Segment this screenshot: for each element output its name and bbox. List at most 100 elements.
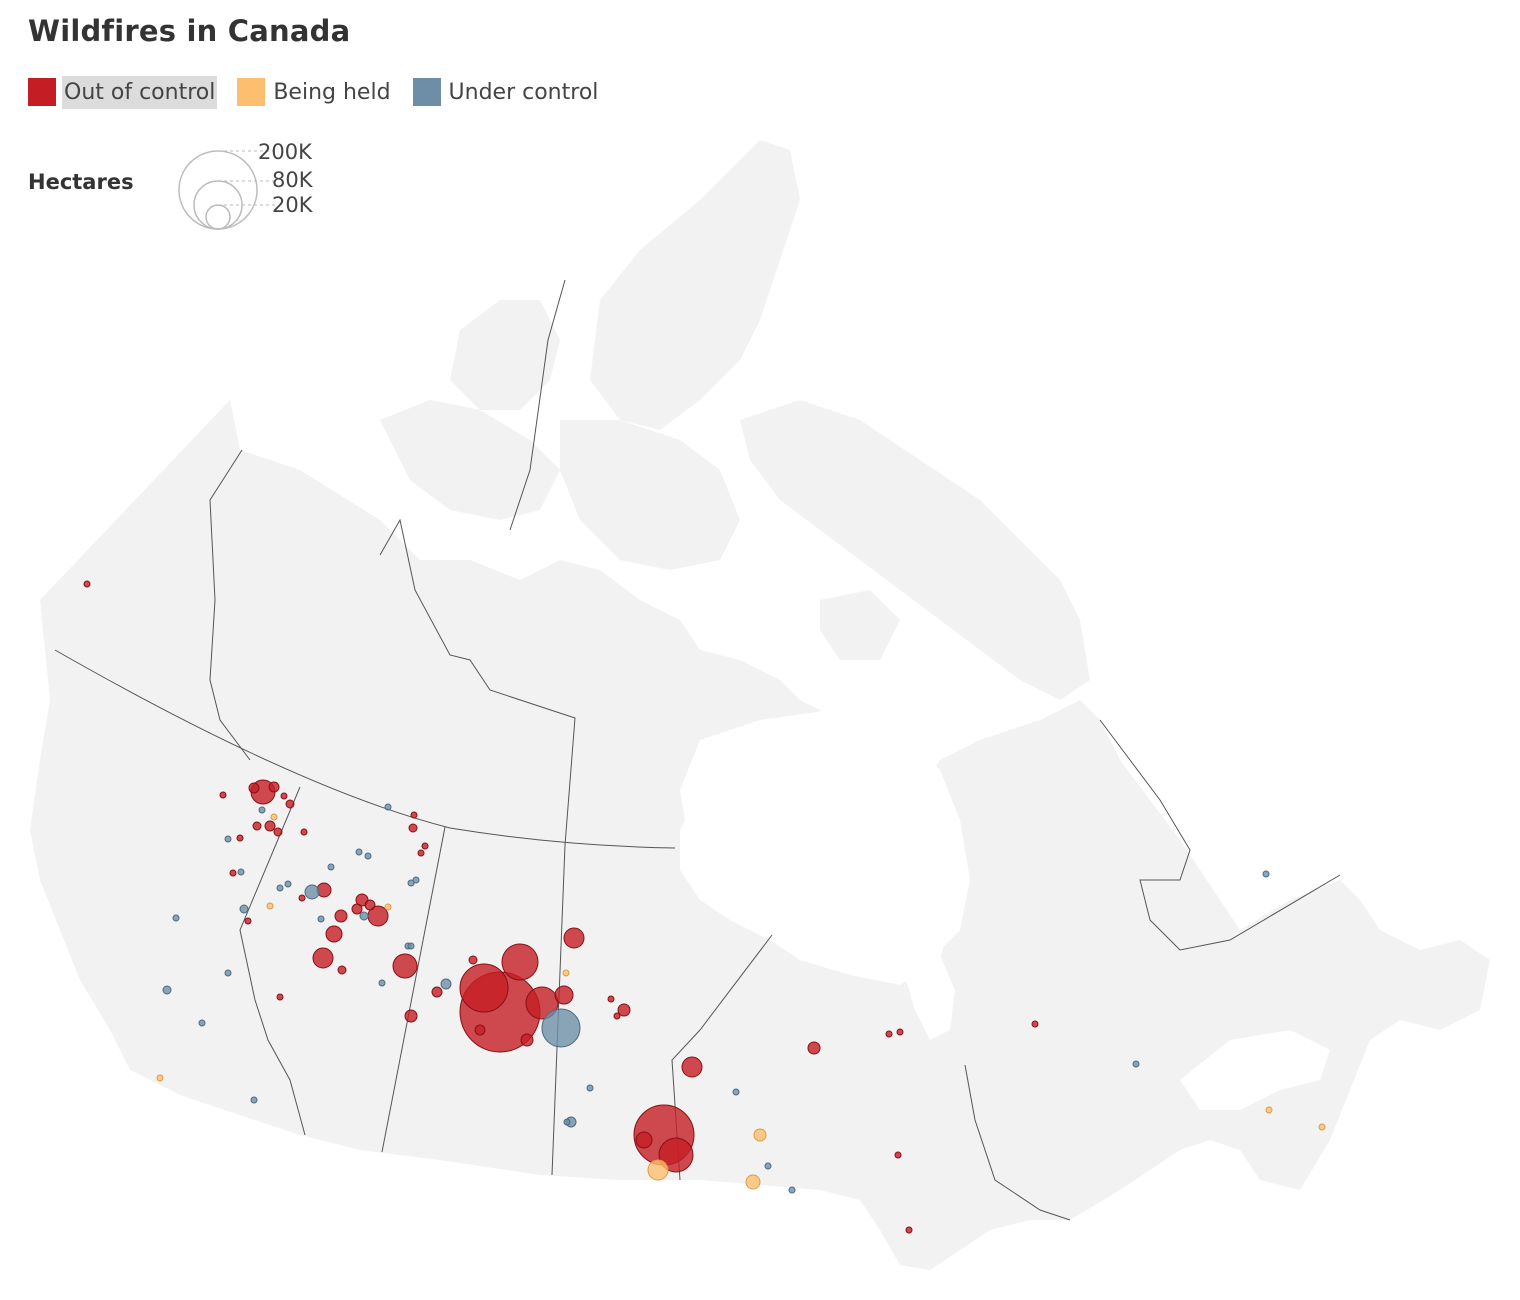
fire-marker[interactable] <box>252 821 262 831</box>
fire-marker[interactable] <box>1262 870 1270 878</box>
fire-marker[interactable] <box>1132 1060 1140 1068</box>
fire-marker[interactable] <box>219 791 227 799</box>
fire-marker[interactable] <box>764 1162 772 1170</box>
fire-marker[interactable] <box>248 782 260 794</box>
fire-marker[interactable] <box>280 792 288 800</box>
fire-marker[interactable] <box>501 943 539 981</box>
fire-marker[interactable] <box>807 1041 821 1055</box>
fire-marker[interactable] <box>270 813 278 821</box>
fire-marker[interactable] <box>412 876 420 884</box>
fire-marker[interactable] <box>229 869 237 877</box>
fire-marker[interactable] <box>459 963 509 1013</box>
fire-marker[interactable] <box>468 955 478 965</box>
fire-marker[interactable] <box>440 978 452 990</box>
fire-marker[interactable] <box>276 993 284 1001</box>
fire-marker[interactable] <box>325 925 343 943</box>
fire-marker[interactable] <box>894 1151 902 1159</box>
fire-marker[interactable] <box>410 811 418 819</box>
fire-marker[interactable] <box>334 909 348 923</box>
fire-marker[interactable] <box>474 1024 486 1036</box>
fire-marker[interactable] <box>407 879 415 887</box>
fire-marker[interactable] <box>224 835 232 843</box>
fire-marker[interactable] <box>563 1118 571 1126</box>
fire-marker[interactable] <box>298 894 306 902</box>
fire-marker[interactable] <box>312 947 334 969</box>
fire-marker[interactable] <box>563 927 585 949</box>
fire-marker[interactable] <box>300 828 308 836</box>
fire-marker[interactable] <box>681 1056 703 1078</box>
fire-marker[interactable] <box>304 884 320 900</box>
fire-marker[interactable] <box>562 969 570 977</box>
fire-marker[interactable] <box>885 1030 893 1038</box>
legend-under-control[interactable]: Under control <box>412 76 601 109</box>
fire-marker[interactable] <box>617 1003 631 1017</box>
fire-marker[interactable] <box>172 914 180 922</box>
fire-marker[interactable] <box>258 806 266 814</box>
fire-marker[interactable] <box>554 985 574 1005</box>
fire-marker[interactable] <box>586 1084 594 1092</box>
fire-marker[interactable] <box>520 1033 534 1047</box>
fire-marker[interactable] <box>239 904 249 914</box>
fire-marker[interactable] <box>83 580 91 588</box>
fire-marker[interactable] <box>404 1009 418 1023</box>
fire-marker[interactable] <box>392 953 418 979</box>
fire-marker[interactable] <box>162 985 172 995</box>
fire-marker[interactable] <box>384 903 392 911</box>
fire-marker[interactable] <box>635 1131 653 1149</box>
border-60th-parallel <box>54 649 676 849</box>
fire-marker[interactable] <box>264 820 276 832</box>
fire-marker[interactable] <box>1031 1020 1039 1028</box>
fire-marker[interactable] <box>364 899 376 911</box>
fire-marker[interactable] <box>525 986 559 1020</box>
fire-marker[interactable] <box>156 1074 164 1082</box>
fire-marker[interactable] <box>788 1186 796 1194</box>
fire-marker[interactable] <box>359 911 369 921</box>
fire-marker[interactable] <box>753 1128 767 1142</box>
fire-marker[interactable] <box>237 868 245 876</box>
fire-marker[interactable] <box>276 884 284 892</box>
mainland-land <box>30 400 1490 1270</box>
fire-marker[interactable] <box>905 1226 913 1234</box>
fire-marker[interactable] <box>236 834 244 842</box>
fire-marker[interactable] <box>647 1159 669 1181</box>
border-nwt-nunavut <box>379 518 576 846</box>
fire-marker[interactable] <box>613 1012 621 1020</box>
fire-marker[interactable] <box>407 942 415 950</box>
fire-marker[interactable] <box>896 1028 904 1036</box>
fire-marker[interactable] <box>224 969 232 977</box>
legend-swatch-being-held <box>237 78 266 106</box>
james-bay <box>900 955 955 1040</box>
fire-marker[interactable] <box>250 1096 258 1104</box>
fire-marker[interactable] <box>337 965 347 975</box>
fire-marker[interactable] <box>284 880 292 888</box>
fire-marker[interactable] <box>658 1137 694 1173</box>
fire-marker[interactable] <box>327 863 335 871</box>
fire-marker[interactable] <box>266 902 274 910</box>
fire-marker[interactable] <box>732 1088 740 1096</box>
fire-marker[interactable] <box>384 803 392 811</box>
border-bc-ab <box>239 786 306 1136</box>
legend-being-held[interactable]: Being held <box>237 76 392 109</box>
fire-marker[interactable] <box>268 781 280 793</box>
fire-marker[interactable] <box>355 848 363 856</box>
fire-marker[interactable] <box>317 915 325 923</box>
size-label-200k: 200K <box>258 140 312 164</box>
fire-marker[interactable] <box>273 827 283 837</box>
fire-marker[interactable] <box>244 917 252 925</box>
fire-marker[interactable] <box>198 1019 206 1027</box>
fire-marker[interactable] <box>745 1174 761 1190</box>
fire-marker[interactable] <box>421 842 429 850</box>
fire-marker[interactable] <box>417 849 425 857</box>
fire-marker[interactable] <box>408 823 418 833</box>
fire-marker[interactable] <box>1265 1106 1273 1114</box>
fire-marker[interactable] <box>285 799 295 809</box>
fire-marker[interactable] <box>351 903 363 915</box>
fire-marker[interactable] <box>378 979 386 987</box>
legend-out-of-control[interactable]: Out of control <box>28 75 218 109</box>
fire-marker[interactable] <box>1318 1123 1326 1131</box>
fire-marker[interactable] <box>541 1008 581 1048</box>
fire-marker[interactable] <box>364 852 372 860</box>
fire-marker[interactable] <box>607 995 615 1003</box>
fire-marker[interactable] <box>431 986 443 998</box>
southampton-island <box>820 590 900 660</box>
